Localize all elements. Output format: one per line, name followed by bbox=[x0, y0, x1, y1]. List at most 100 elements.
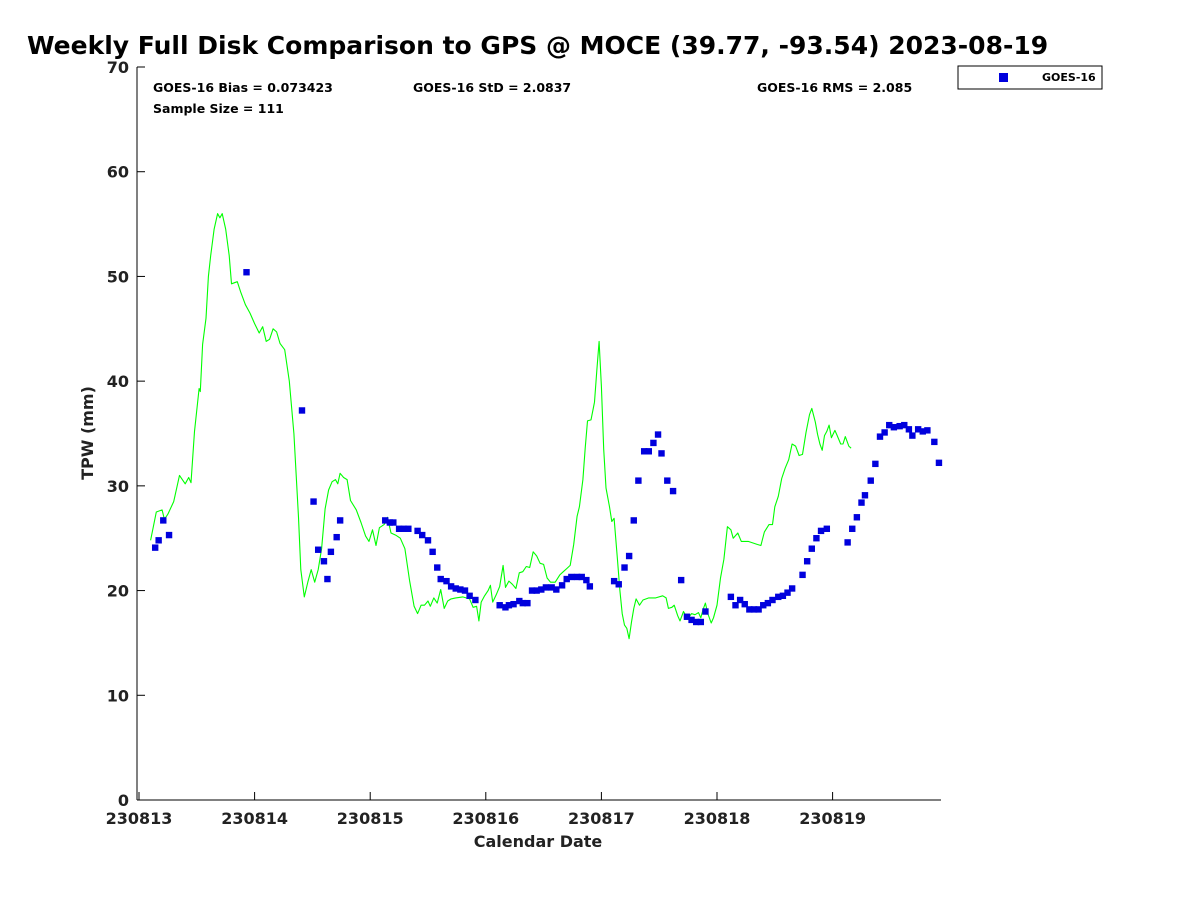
goes-16-point bbox=[750, 606, 758, 613]
goes-16-point bbox=[919, 428, 926, 435]
goes-16-point bbox=[901, 421, 908, 429]
y-tick-label: 60 bbox=[107, 163, 129, 182]
y-axis-ticks: 0 10 20 30 40 50 60 70 bbox=[107, 58, 145, 810]
x-tick-label: 230815 bbox=[337, 809, 404, 828]
goes-16-point bbox=[702, 608, 709, 615]
goes-16-point bbox=[876, 433, 884, 440]
x-tick-label: 230816 bbox=[452, 809, 519, 828]
goes-16-point bbox=[755, 606, 762, 613]
gps-line bbox=[150, 213, 852, 640]
goes-16-point bbox=[697, 618, 705, 626]
goes-16-point bbox=[160, 517, 167, 524]
goes-16-point bbox=[610, 577, 618, 585]
goes-16-point bbox=[645, 448, 652, 455]
goes-16-point bbox=[803, 558, 811, 565]
goes-16-point bbox=[890, 424, 898, 431]
goes-16-point bbox=[931, 438, 938, 446]
goes-16-point bbox=[823, 525, 831, 532]
y-tick-label: 70 bbox=[107, 58, 129, 77]
goes-16-point bbox=[542, 584, 550, 591]
goes-16-point bbox=[382, 517, 389, 524]
goes-16-point bbox=[496, 602, 503, 609]
goes-16-point bbox=[813, 535, 820, 542]
goes-16-point bbox=[799, 571, 806, 579]
goes-16-point bbox=[528, 587, 536, 594]
goes-16-point bbox=[914, 426, 922, 433]
goes-16-point bbox=[502, 604, 509, 611]
goes-16-point bbox=[583, 576, 590, 584]
goes-16-point bbox=[692, 618, 700, 626]
goes-16-point bbox=[586, 583, 594, 590]
goes-16-point bbox=[452, 585, 459, 592]
goes-16-point bbox=[746, 606, 753, 613]
goes-16-point bbox=[732, 602, 739, 609]
x-tick-label: 230818 bbox=[684, 809, 751, 828]
goes-16-point bbox=[817, 527, 825, 535]
goes-16-point bbox=[615, 581, 622, 588]
goes-16-point bbox=[760, 602, 767, 609]
goes-16-point bbox=[867, 477, 874, 484]
goes-16-point bbox=[650, 439, 657, 447]
goes-16-point bbox=[872, 460, 879, 468]
goes-16-point bbox=[736, 596, 744, 604]
x-tick-label: 230819 bbox=[799, 809, 866, 828]
goes-16-point bbox=[635, 477, 642, 484]
y-tick-label: 20 bbox=[107, 582, 129, 601]
stat-sample-size: Sample Size = 111 bbox=[153, 101, 284, 116]
stat-bias: GOES-16 Bias = 0.073423 bbox=[153, 80, 333, 95]
y-axis-label: TPW (mm) bbox=[78, 386, 97, 480]
goes-16-point bbox=[155, 537, 162, 544]
goes-16-point bbox=[324, 575, 331, 583]
goes-16-point bbox=[727, 593, 735, 601]
goes-16-point bbox=[896, 422, 903, 430]
x-tick-label: 230817 bbox=[568, 809, 635, 828]
goes-16-point bbox=[881, 429, 888, 436]
goes-16-point bbox=[414, 527, 421, 535]
goes-16-point bbox=[424, 537, 432, 544]
legend-box bbox=[957, 65, 1103, 90]
y-tick-label: 50 bbox=[107, 267, 129, 286]
x-tick-label: 230813 bbox=[106, 809, 173, 828]
goes-16-point bbox=[320, 558, 328, 565]
goes-16-point bbox=[853, 514, 861, 521]
goes-16-point bbox=[429, 548, 436, 556]
x-axis-label: Calendar Date bbox=[474, 832, 603, 851]
goes-16-point bbox=[630, 517, 637, 524]
goes-16-point bbox=[849, 525, 856, 532]
y-tick-label: 0 bbox=[118, 791, 129, 810]
goes-16-point bbox=[434, 564, 441, 571]
goes-16-point bbox=[553, 586, 560, 593]
goes-16-point bbox=[538, 586, 545, 593]
goes-16-point bbox=[151, 544, 159, 551]
stat-rms: GOES-16 RMS = 2.085 bbox=[757, 80, 912, 95]
goes-16-point bbox=[779, 592, 787, 600]
legend: GOES-16 bbox=[957, 65, 1103, 90]
goes-16-point bbox=[688, 616, 695, 624]
goes-16-point bbox=[461, 587, 469, 594]
legend-label-goes-16: GOES-16 bbox=[1042, 71, 1096, 84]
plot-area bbox=[136, 67, 941, 801]
goes-16-point bbox=[558, 582, 566, 589]
goes-16-point bbox=[669, 487, 677, 495]
goes-16-point bbox=[909, 432, 916, 439]
goes-16-point bbox=[457, 586, 464, 593]
goes-16-point bbox=[677, 576, 685, 584]
x-axis-ticks: 230813 230814 230815 230816 230817 230818 2308… bbox=[106, 792, 866, 828]
goes-16-point bbox=[314, 546, 322, 553]
series-gps bbox=[150, 213, 852, 640]
goes-16-point bbox=[419, 531, 426, 539]
goes-16-point bbox=[519, 599, 526, 607]
goes-16-point bbox=[858, 499, 865, 506]
goes-16-point bbox=[310, 498, 317, 505]
y-tick-label: 10 bbox=[107, 686, 129, 705]
goes-16-point bbox=[808, 545, 815, 552]
goes-16-point bbox=[573, 573, 581, 581]
goes-16-point bbox=[400, 525, 407, 532]
goes-16-point bbox=[621, 564, 628, 571]
goes-16-point bbox=[533, 587, 540, 594]
goes-16-point bbox=[472, 596, 479, 604]
chart-title: Weekly Full Disk Comparison to GPS @ MOC… bbox=[27, 31, 1048, 60]
goes-16-point bbox=[437, 575, 444, 583]
goes-16-point bbox=[769, 596, 776, 604]
goes-16-point bbox=[886, 421, 893, 429]
